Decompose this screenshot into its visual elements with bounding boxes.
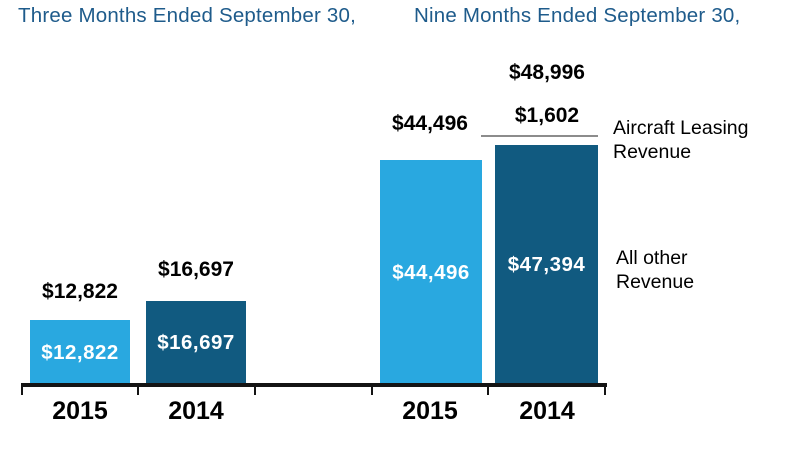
inside-label-2015-nine-months: $44,496: [392, 260, 470, 284]
bar-2015-three-months: $12,822: [30, 320, 130, 385]
bar-2014-three-months: $16,697: [146, 301, 246, 385]
axis-tick: [487, 385, 489, 395]
bar-2015-nine-months: $44,496: [380, 160, 482, 385]
axis-tick: [371, 385, 373, 395]
total-label-2014-three-months: $16,697: [158, 258, 234, 281]
legend-all-other-revenue: All other Revenue: [616, 247, 695, 293]
inside-label-2014-nine-months: $47,394: [507, 253, 586, 276]
axis-tick: [137, 385, 139, 395]
inside-label-2014-three-months: $16,697: [157, 331, 235, 354]
total-label-2015-three-months: $12,822: [42, 280, 118, 303]
x-label-2015-nine-months: 2015: [402, 397, 458, 425]
axis-tick: [254, 385, 256, 395]
group-title-nine-months: Nine Months Ended September 30,: [414, 4, 741, 27]
x-axis-line: [21, 383, 607, 387]
plot-area: $12,822 $16,697 $44,496 $48,996 $1,602 $…: [21, 61, 607, 395]
axis-tick: [604, 385, 606, 395]
legend-aircraft-leasing-revenue: Aircraft Leasing Revenue: [613, 117, 749, 163]
axis-tick: [21, 385, 23, 395]
group-title-three-months: Three Months Ended September 30,: [18, 4, 357, 27]
aircraft-leasing-segment-label: $1,602: [514, 104, 580, 127]
inside-label-2015-three-months: $12,822: [41, 340, 119, 364]
aircraft-leasing-segment-line: [481, 135, 598, 137]
total-label-2015-nine-months: $44,496: [392, 112, 468, 135]
x-label-2015-three-months: 2015: [52, 397, 108, 425]
bar-2014-nine-months: $47,394: [495, 145, 598, 385]
x-label-2014-nine-months: 2014: [519, 397, 575, 425]
x-label-2014-three-months: 2014: [168, 397, 224, 425]
total-label-2014-nine-months: $48,996: [509, 61, 585, 84]
